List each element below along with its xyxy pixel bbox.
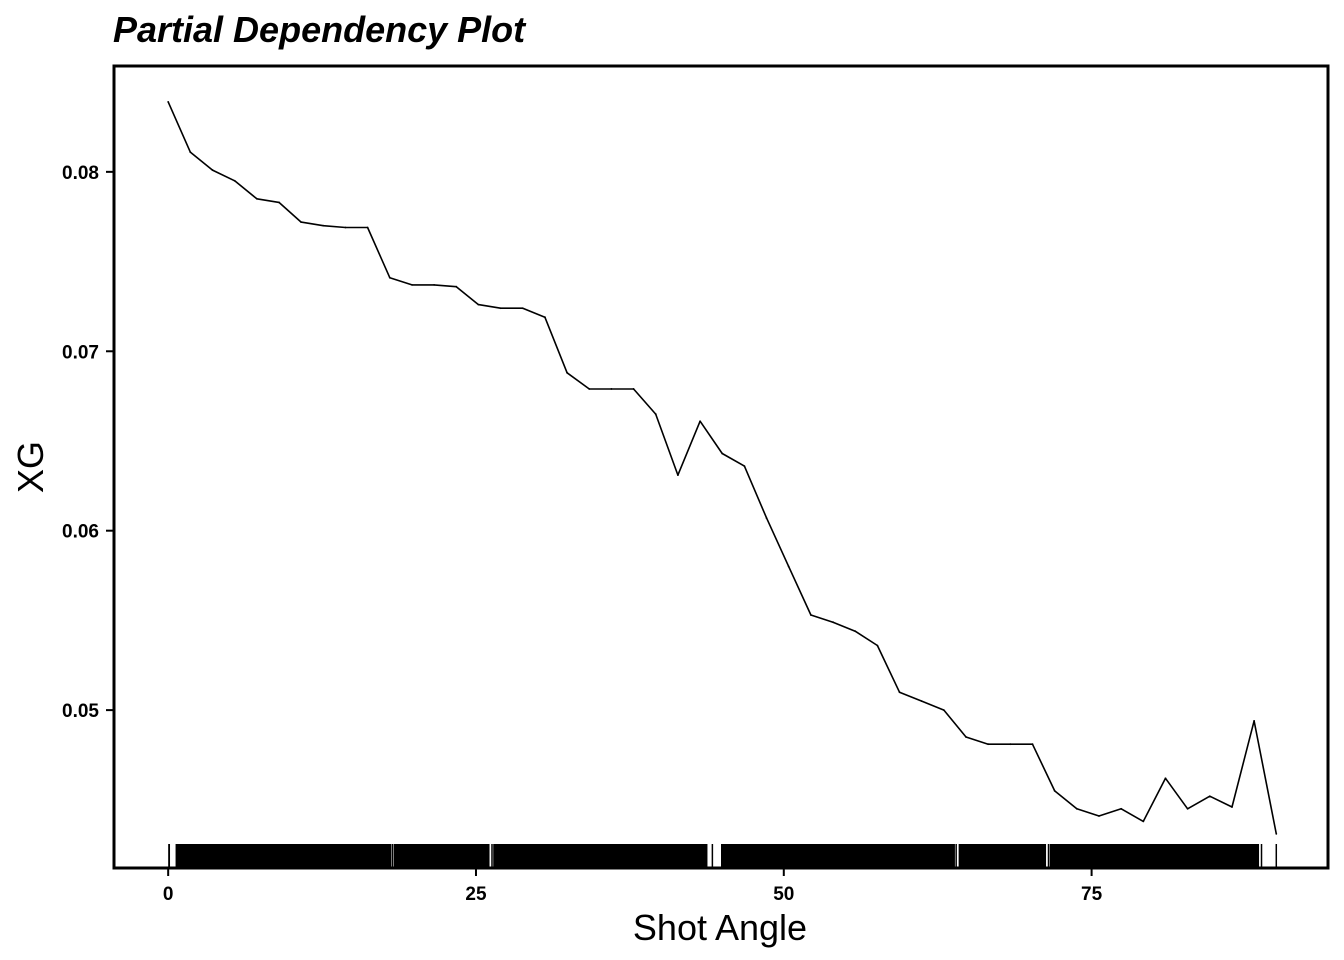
y-tick-label: 0.08 xyxy=(62,163,99,184)
data-point-32 xyxy=(876,644,879,647)
data-point-38 xyxy=(1009,743,1012,746)
data-point-40 xyxy=(1053,789,1056,792)
y-tick-label: 0.07 xyxy=(62,342,99,363)
data-point-5 xyxy=(278,201,280,204)
data-point-28 xyxy=(787,565,790,568)
rug-band-1 xyxy=(175,844,392,868)
data-point-13 xyxy=(455,285,458,288)
data-point-49 xyxy=(1253,719,1256,722)
data-point-31 xyxy=(854,630,857,633)
data-point-44 xyxy=(1142,820,1145,823)
data-point-3 xyxy=(233,179,236,182)
data-point-43 xyxy=(1120,807,1123,810)
data-point-14 xyxy=(477,303,480,306)
data-point-2 xyxy=(211,169,214,171)
x-axis-title: Shot Angle xyxy=(633,907,807,948)
data-point-41 xyxy=(1075,807,1078,810)
data-point-7 xyxy=(322,224,325,227)
data-point-25 xyxy=(721,452,724,455)
data-point-17 xyxy=(544,316,546,319)
data-point-8 xyxy=(344,226,347,229)
data-point-15 xyxy=(499,307,502,310)
y-axis-title: XG xyxy=(10,441,51,493)
data-point-42 xyxy=(1098,815,1100,817)
x-tick-label: 0 xyxy=(163,884,174,905)
y-tick-label: 0.06 xyxy=(62,522,99,543)
data-point-24 xyxy=(699,420,701,423)
data-point-4 xyxy=(255,197,258,200)
data-point-19 xyxy=(588,388,591,390)
data-point-20 xyxy=(610,388,613,390)
data-point-11 xyxy=(411,283,413,286)
data-point-30 xyxy=(832,621,834,624)
data-point-48 xyxy=(1231,806,1233,808)
data-point-27 xyxy=(765,517,768,520)
data-point-37 xyxy=(987,743,990,746)
data-point-12 xyxy=(433,283,436,286)
x-tick-label: 50 xyxy=(773,884,794,905)
data-point-26 xyxy=(743,465,746,468)
x-axis: 0 25 50 75 xyxy=(163,869,1103,905)
data-point-50 xyxy=(1275,833,1278,835)
data-point-0 xyxy=(167,100,170,103)
data-point-9 xyxy=(366,226,369,229)
data-point-6 xyxy=(300,221,303,223)
data-point-29 xyxy=(809,614,812,616)
series-layer xyxy=(167,100,1278,835)
series-line-0 xyxy=(167,101,1278,835)
x-tick-label: 75 xyxy=(1081,884,1103,905)
y-axis: 0.05 0.06 0.07 0.08 xyxy=(62,163,113,722)
rug-band-6 xyxy=(1049,844,1260,868)
data-point-46 xyxy=(1186,807,1189,810)
data-point-36 xyxy=(965,736,967,738)
rug-band-3 xyxy=(493,844,708,868)
data-point-22 xyxy=(654,413,657,415)
chart-title: Partial Dependency Plot xyxy=(113,9,527,50)
x-tick-label: 25 xyxy=(465,884,487,905)
data-point-39 xyxy=(1031,743,1034,746)
rug-band-2 xyxy=(393,844,490,868)
plot-frame xyxy=(112,64,1330,870)
data-point-34 xyxy=(920,700,923,703)
data-point-10 xyxy=(388,276,391,279)
data-point-35 xyxy=(942,709,945,712)
rug-marks xyxy=(168,844,1278,868)
data-point-33 xyxy=(898,691,901,694)
rug-band-0 xyxy=(168,844,171,868)
data-point-1 xyxy=(189,151,192,154)
data-point-18 xyxy=(566,371,568,374)
data-point-16 xyxy=(521,307,524,310)
y-tick-label: 0.05 xyxy=(62,701,99,722)
data-point-23 xyxy=(677,474,679,476)
data-point-21 xyxy=(632,388,635,390)
data-point-47 xyxy=(1208,795,1211,798)
data-point-45 xyxy=(1164,777,1167,780)
